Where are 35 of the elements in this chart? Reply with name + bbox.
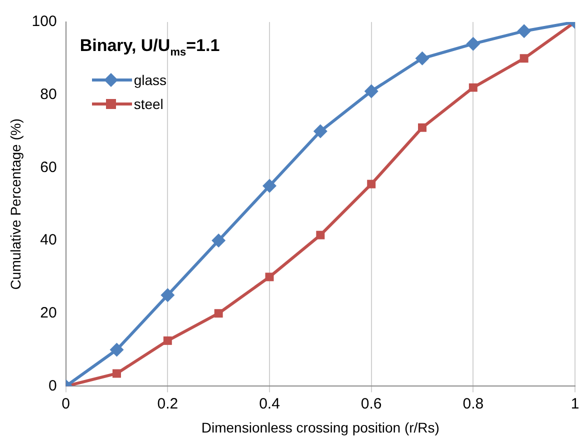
x-tick-label: 0.4	[259, 395, 280, 412]
y-tick-label: 80	[40, 86, 57, 103]
point	[163, 336, 172, 345]
point	[313, 124, 328, 138]
point	[262, 178, 276, 193]
x-tick-label: 0.8	[462, 395, 484, 412]
point	[367, 180, 376, 188]
x-tick-label: 0	[62, 395, 70, 412]
point	[466, 36, 480, 51]
point	[110, 342, 124, 357]
point	[112, 369, 121, 378]
point	[214, 309, 223, 318]
y-tick-label: 60	[40, 158, 57, 176]
point	[316, 230, 325, 240]
y-tick-label: 100	[32, 13, 57, 30]
x-tick-label: 1	[570, 395, 580, 412]
point	[160, 288, 175, 302]
legend-label: glass	[134, 72, 166, 88]
legend-label: steel	[134, 96, 164, 112]
y-axis-title: Cumulative Percentage (%)	[7, 118, 24, 290]
point	[265, 272, 274, 282]
point	[418, 123, 426, 132]
point	[468, 83, 478, 92]
x-tick-label: 0.6	[360, 395, 382, 412]
point	[364, 84, 378, 98]
y-tick-label: 0	[48, 377, 57, 394]
y-tick-label: 40	[40, 232, 57, 249]
x-tick-label: 0.2	[157, 395, 178, 412]
point	[520, 54, 528, 63]
point	[212, 234, 226, 248]
text: Binary, U/U$_{ms}$=1.1	[80, 36, 220, 58]
x-axis-title: Dimensionless crossing position (r/Rs)	[201, 419, 440, 436]
point	[517, 24, 532, 38]
point	[415, 51, 430, 66]
y-tick-label: 20	[40, 304, 57, 322]
